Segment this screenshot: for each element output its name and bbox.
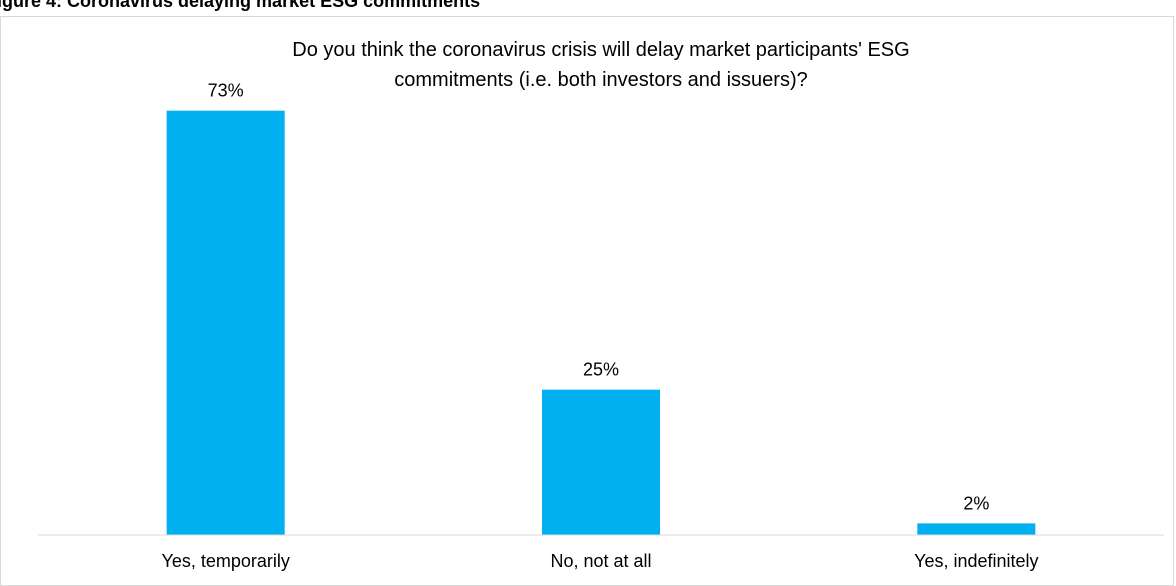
chart-title-line-2: commitments (i.e. both investors and iss… <box>394 69 808 91</box>
bar-1 <box>167 111 285 535</box>
data-label-3: 2% <box>963 493 989 513</box>
bar-2 <box>542 390 660 535</box>
data-label-2: 25% <box>583 360 619 380</box>
bar-3 <box>917 523 1035 535</box>
x-tick-label-2: No, not at all <box>550 551 651 571</box>
bar-series: 73% Yes, temporarily 25% No, not at all 2% Ye… <box>161 81 1038 571</box>
x-tick-label-3: Yes, indefinitely <box>914 551 1038 571</box>
chart-title-line-1: Do you think the coronavirus crisis will… <box>292 39 909 61</box>
x-tick-label-1: Yes, temporarily <box>161 551 289 571</box>
data-label-1: 73% <box>208 81 244 101</box>
